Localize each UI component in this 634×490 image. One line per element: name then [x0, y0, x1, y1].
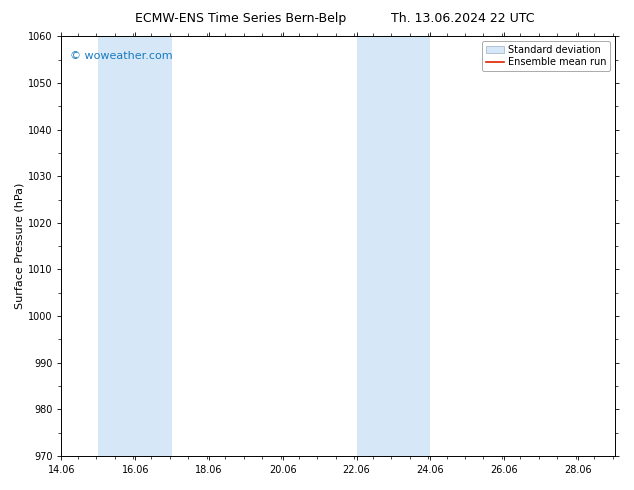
- Text: ECMW-ENS Time Series Bern-Belp: ECMW-ENS Time Series Bern-Belp: [135, 12, 347, 25]
- Text: © woweather.com: © woweather.com: [70, 51, 172, 61]
- Bar: [356, 36, 430, 456]
- Legend: Standard deviation, Ensemble mean run: Standard deviation, Ensemble mean run: [482, 41, 610, 71]
- Bar: [98, 36, 172, 456]
- Y-axis label: Surface Pressure (hPa): Surface Pressure (hPa): [15, 183, 25, 309]
- Text: Th. 13.06.2024 22 UTC: Th. 13.06.2024 22 UTC: [391, 12, 534, 25]
- Bar: [615, 36, 633, 456]
